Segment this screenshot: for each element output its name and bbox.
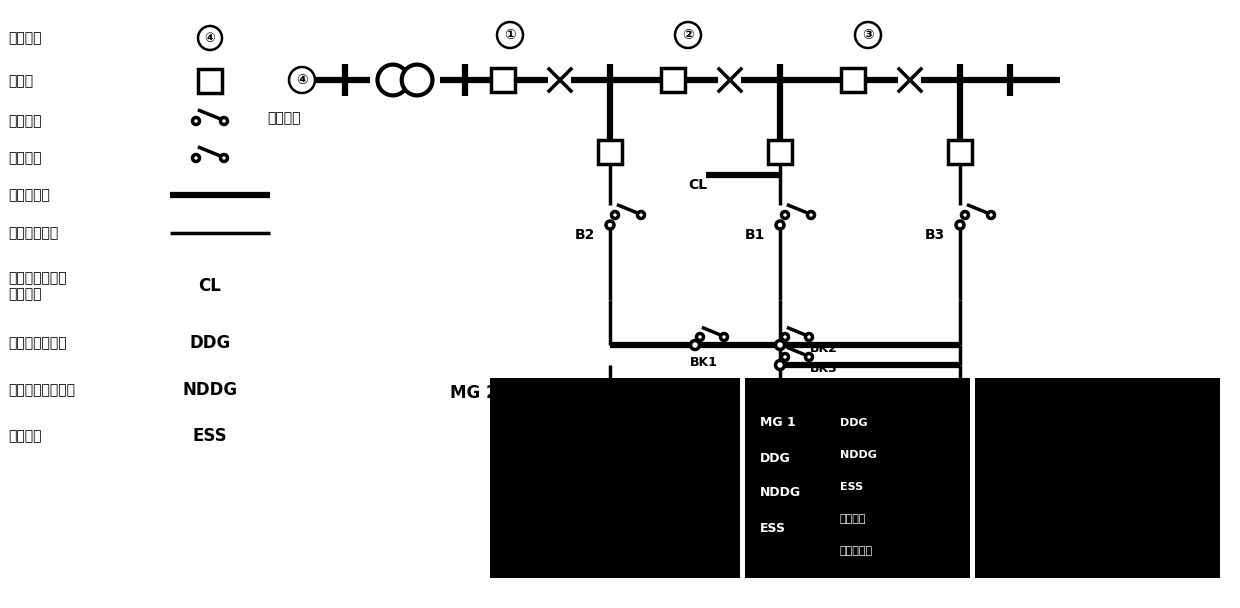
Bar bbox=[491, 68, 515, 92]
Text: BK3: BK3 bbox=[810, 362, 838, 375]
Bar bbox=[598, 140, 622, 164]
Text: 上级电网: 上级电网 bbox=[268, 111, 301, 125]
Text: DDG: DDG bbox=[760, 452, 791, 465]
Text: 关键负荷: 关键负荷 bbox=[490, 521, 523, 535]
Text: 非关键负荷: 非关键负荷 bbox=[839, 546, 873, 556]
Text: MG 1: MG 1 bbox=[760, 416, 796, 429]
Circle shape bbox=[776, 221, 784, 229]
Text: NDDG: NDDG bbox=[760, 486, 801, 500]
Text: 配电网馈线上的
关键负荷: 配电网馈线上的 关键负荷 bbox=[7, 271, 67, 301]
Text: ②: ② bbox=[682, 28, 694, 42]
Circle shape bbox=[720, 334, 728, 340]
Bar bbox=[768, 140, 792, 164]
Circle shape bbox=[289, 67, 315, 93]
Text: BK2: BK2 bbox=[810, 342, 838, 354]
Text: DDG: DDG bbox=[190, 334, 231, 352]
Text: 非关键负荷: 非关键负荷 bbox=[490, 556, 532, 570]
Text: CL: CL bbox=[688, 178, 707, 192]
Circle shape bbox=[856, 22, 880, 48]
Text: NDDG: NDDG bbox=[182, 381, 238, 399]
Text: MG 2: MG 2 bbox=[450, 384, 497, 402]
Text: B2: B2 bbox=[575, 228, 595, 242]
Circle shape bbox=[775, 361, 785, 370]
Circle shape bbox=[775, 340, 785, 350]
Text: CL: CL bbox=[198, 277, 222, 295]
Circle shape bbox=[497, 22, 523, 48]
Bar bbox=[490, 378, 740, 578]
Bar bbox=[661, 68, 684, 92]
Text: BK1: BK1 bbox=[689, 356, 718, 370]
Text: ESS: ESS bbox=[760, 522, 786, 534]
Circle shape bbox=[781, 334, 789, 340]
Text: DDG: DDG bbox=[839, 418, 868, 428]
Text: ④: ④ bbox=[296, 73, 308, 87]
Text: 联络开关: 联络开关 bbox=[7, 151, 41, 165]
Circle shape bbox=[402, 64, 433, 95]
Text: 可控分布式电源: 可控分布式电源 bbox=[7, 336, 67, 350]
Circle shape bbox=[606, 221, 614, 229]
Text: NDDG: NDDG bbox=[490, 451, 536, 465]
Circle shape bbox=[221, 117, 227, 125]
Circle shape bbox=[806, 353, 812, 361]
Text: ESS: ESS bbox=[839, 482, 863, 492]
Bar bbox=[841, 68, 866, 92]
Circle shape bbox=[198, 26, 222, 50]
Circle shape bbox=[377, 64, 408, 95]
Circle shape bbox=[807, 212, 815, 218]
Circle shape bbox=[956, 221, 963, 229]
Text: B3: B3 bbox=[925, 228, 945, 242]
Text: ESS: ESS bbox=[490, 486, 518, 500]
Circle shape bbox=[192, 117, 200, 125]
Bar bbox=[198, 69, 222, 93]
Text: DDG: DDG bbox=[490, 416, 525, 430]
Circle shape bbox=[221, 154, 227, 162]
Circle shape bbox=[675, 22, 701, 48]
Circle shape bbox=[691, 340, 699, 350]
Text: 储能单元: 储能单元 bbox=[7, 429, 41, 443]
Text: 断路器: 断路器 bbox=[7, 74, 33, 88]
Text: 微网开关: 微网开关 bbox=[7, 114, 41, 128]
Text: NDDG: NDDG bbox=[839, 450, 877, 460]
Circle shape bbox=[781, 212, 789, 218]
Text: 不可控分布式电源: 不可控分布式电源 bbox=[7, 383, 74, 397]
Text: ④: ④ bbox=[205, 32, 216, 44]
Text: ③: ③ bbox=[862, 28, 874, 42]
Circle shape bbox=[637, 212, 645, 218]
Text: 关键负荷: 关键负荷 bbox=[839, 514, 867, 524]
Text: B1: B1 bbox=[745, 228, 765, 242]
Text: 上级电网: 上级电网 bbox=[7, 31, 41, 45]
Bar bbox=[975, 378, 1220, 578]
Circle shape bbox=[987, 212, 994, 218]
Bar bbox=[949, 140, 972, 164]
Text: ESS: ESS bbox=[192, 427, 227, 445]
Text: ①: ① bbox=[505, 28, 516, 42]
Circle shape bbox=[961, 212, 968, 218]
Circle shape bbox=[611, 212, 619, 218]
Circle shape bbox=[192, 154, 200, 162]
Bar bbox=[745, 378, 970, 578]
Circle shape bbox=[781, 353, 789, 361]
Text: 微网间联络线: 微网间联络线 bbox=[7, 226, 58, 240]
Text: 配电网馈线: 配电网馈线 bbox=[7, 188, 50, 202]
Circle shape bbox=[806, 334, 812, 340]
Circle shape bbox=[697, 334, 703, 340]
